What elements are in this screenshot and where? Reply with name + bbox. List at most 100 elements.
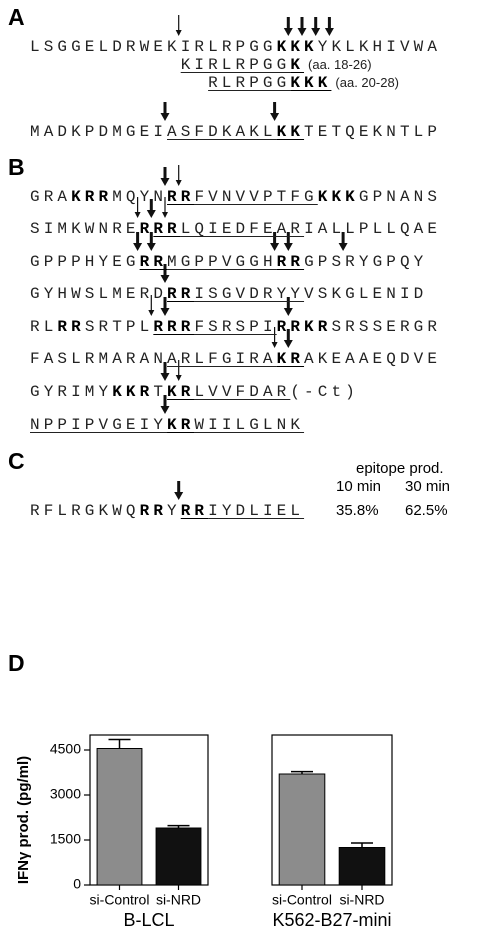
- residue-segment: LQIEDFEAR: [180, 220, 305, 238]
- residue-segment: Y: [167, 502, 181, 520]
- cleavage-arrowhead: [160, 275, 170, 283]
- residue-segment: KR: [167, 416, 195, 434]
- sequence-line: NPPIPVGEIYKRWIILGLNK: [30, 415, 304, 435]
- residue-segment: ASFDKAKL: [167, 123, 277, 141]
- cleavage-arrowhead: [338, 243, 348, 251]
- plot-frame: [89, 734, 209, 886]
- residue-segment: KKK: [276, 38, 318, 56]
- residue-segment: RRKR: [276, 318, 332, 336]
- y-tick-label: 4500: [50, 741, 81, 757]
- cleavage-arrowhead: [160, 113, 170, 121]
- epitope-value: 35.8%: [336, 502, 379, 519]
- x-tick-label: si-Control: [272, 892, 332, 908]
- cleavage-arrowhead: [133, 243, 143, 251]
- cleavage-arrowhead: [324, 28, 334, 36]
- residue-segment: GPPPHYEG: [30, 253, 140, 271]
- bar: [278, 773, 326, 886]
- residue-segment: KIRLRPGG: [180, 56, 291, 74]
- epitope-value: 62.5%: [405, 502, 448, 519]
- cleavage-arrowhead: [175, 180, 182, 186]
- panel-label: B: [8, 154, 25, 180]
- cleavage-arrowhead: [174, 492, 184, 500]
- residue-segment: RLRPGG: [208, 74, 291, 92]
- residue-segment: IALLPLLQAE: [304, 220, 442, 238]
- cleavage-arrowhead: [148, 310, 155, 316]
- residue-segment: RR: [167, 285, 195, 303]
- peptide-note: (aa. 20-28): [335, 75, 400, 90]
- cleavage-arrowhead: [134, 212, 141, 218]
- residue-segment: ISGVDRYY: [194, 285, 305, 303]
- cleavage-arrowhead: [160, 373, 170, 381]
- y-tick-label: 3000: [50, 786, 81, 802]
- cleavage-arrowhead: [283, 243, 293, 251]
- residue-segment: (-Ct): [290, 383, 359, 401]
- residue-segment: KKK: [317, 188, 359, 206]
- cleavage-arrowhead: [311, 28, 321, 36]
- cleavage-arrowhead: [283, 28, 293, 36]
- residue-segment: IYDLIEL: [208, 502, 305, 520]
- residue-segment: MGPPVGGH: [167, 253, 277, 271]
- residue-segment: GYRIMY: [30, 383, 113, 401]
- residue-segment: K: [290, 56, 305, 74]
- residue-segment: RR: [167, 188, 195, 206]
- panel-label: A: [8, 4, 25, 30]
- residue-segment: KK: [276, 123, 305, 141]
- cleavage-arrowhead: [160, 406, 170, 414]
- residue-segment: SRSSERGR: [331, 318, 442, 336]
- residue-segment: FSRSPI: [194, 318, 277, 336]
- cleavage-arrowhead: [283, 340, 293, 348]
- residue-segment: RFLRGKWQ: [30, 502, 140, 520]
- residue-segment: RRR: [153, 318, 195, 336]
- residue-segment: T: [153, 383, 168, 401]
- sequence-line: LSGGELDRWEKIRLRPGGKKKYKLKHIVWA: [30, 37, 441, 57]
- peptide-note: (aa. 18-26): [308, 57, 372, 72]
- x-axis-label: K562-B27-mini: [272, 910, 391, 930]
- cleavage-arrowhead: [160, 178, 170, 186]
- residue-segment: AKEAAEQDVE: [304, 350, 442, 368]
- panel-label: D: [8, 650, 25, 676]
- residue-segment: RR: [139, 253, 168, 271]
- bar: [96, 748, 143, 886]
- residue-segment: KR: [167, 383, 195, 401]
- residue-segment: RR: [276, 253, 305, 271]
- residue-segment: GPSRYGPQY: [304, 253, 428, 271]
- sequence-line: SIMKWNRERRRLQIEDFEARIALLPLLQAE: [30, 219, 441, 239]
- plot-frame: [271, 734, 393, 886]
- sequence-line: RFLRGKWQRRYRRIYDLIEL: [30, 501, 304, 521]
- residue-segment: SIMKWNRE: [30, 220, 140, 238]
- cleavage-arrowhead: [162, 212, 168, 218]
- residue-segment: SRTPL: [84, 318, 154, 336]
- x-tick-label: si-NRD: [339, 892, 384, 908]
- cleavage-arrowhead: [271, 342, 278, 348]
- residue-segment: MQYN: [112, 188, 168, 206]
- residue-segment: RR: [57, 318, 85, 336]
- residue-segment: FVNVVPTFG: [194, 188, 318, 206]
- sequence-line: RLRPGGKKK (aa. 20-28): [208, 73, 399, 93]
- residue-segment: TETQEKNTLP: [304, 123, 442, 141]
- sequence-line: KIRLRPGGK (aa. 18-26): [181, 55, 372, 75]
- y-axis-label: IFNγ prod. (pg/ml): [15, 756, 32, 884]
- column-header: epitope prod.: [356, 460, 444, 477]
- sequence-line: FASLRMARANARLFGIRAKRAKEAAEQDVE: [30, 349, 441, 369]
- cleavage-arrowhead: [297, 28, 307, 36]
- residue-segment: YKLKHIVWA: [317, 38, 442, 56]
- sequence-line: GYHWSLMERDRRISGVDRYYVSKGLENID: [30, 284, 427, 304]
- cleavage-arrowhead: [270, 243, 280, 251]
- residue-segment: GYHWSLMERD: [30, 285, 168, 303]
- residue-segment: RL: [30, 318, 58, 336]
- bar: [338, 847, 386, 886]
- sequence-line: GYRIMYKKRTKRLVVFDAR(-Ct): [30, 382, 359, 402]
- residue-segment: RR: [153, 220, 181, 238]
- x-tick-label: si-NRD: [156, 892, 201, 908]
- bar: [155, 827, 202, 886]
- sequence-line: GPPPHYEGRRMGPPVGGHRRGPSRYGPQY: [30, 252, 427, 272]
- residue-segment: KRR: [71, 188, 113, 206]
- sequence-line: MADKPDMGEIASFDKAKLKKTETQEKNTLP: [30, 122, 441, 142]
- cleavage-arrowhead: [270, 113, 280, 121]
- cleavage-arrowhead: [146, 243, 156, 251]
- cleavage-arrowhead: [283, 308, 293, 316]
- x-axis-label: B-LCL: [123, 910, 174, 930]
- residue-segment: WIILGLNK: [194, 416, 305, 434]
- y-tick-label: 1500: [50, 831, 81, 847]
